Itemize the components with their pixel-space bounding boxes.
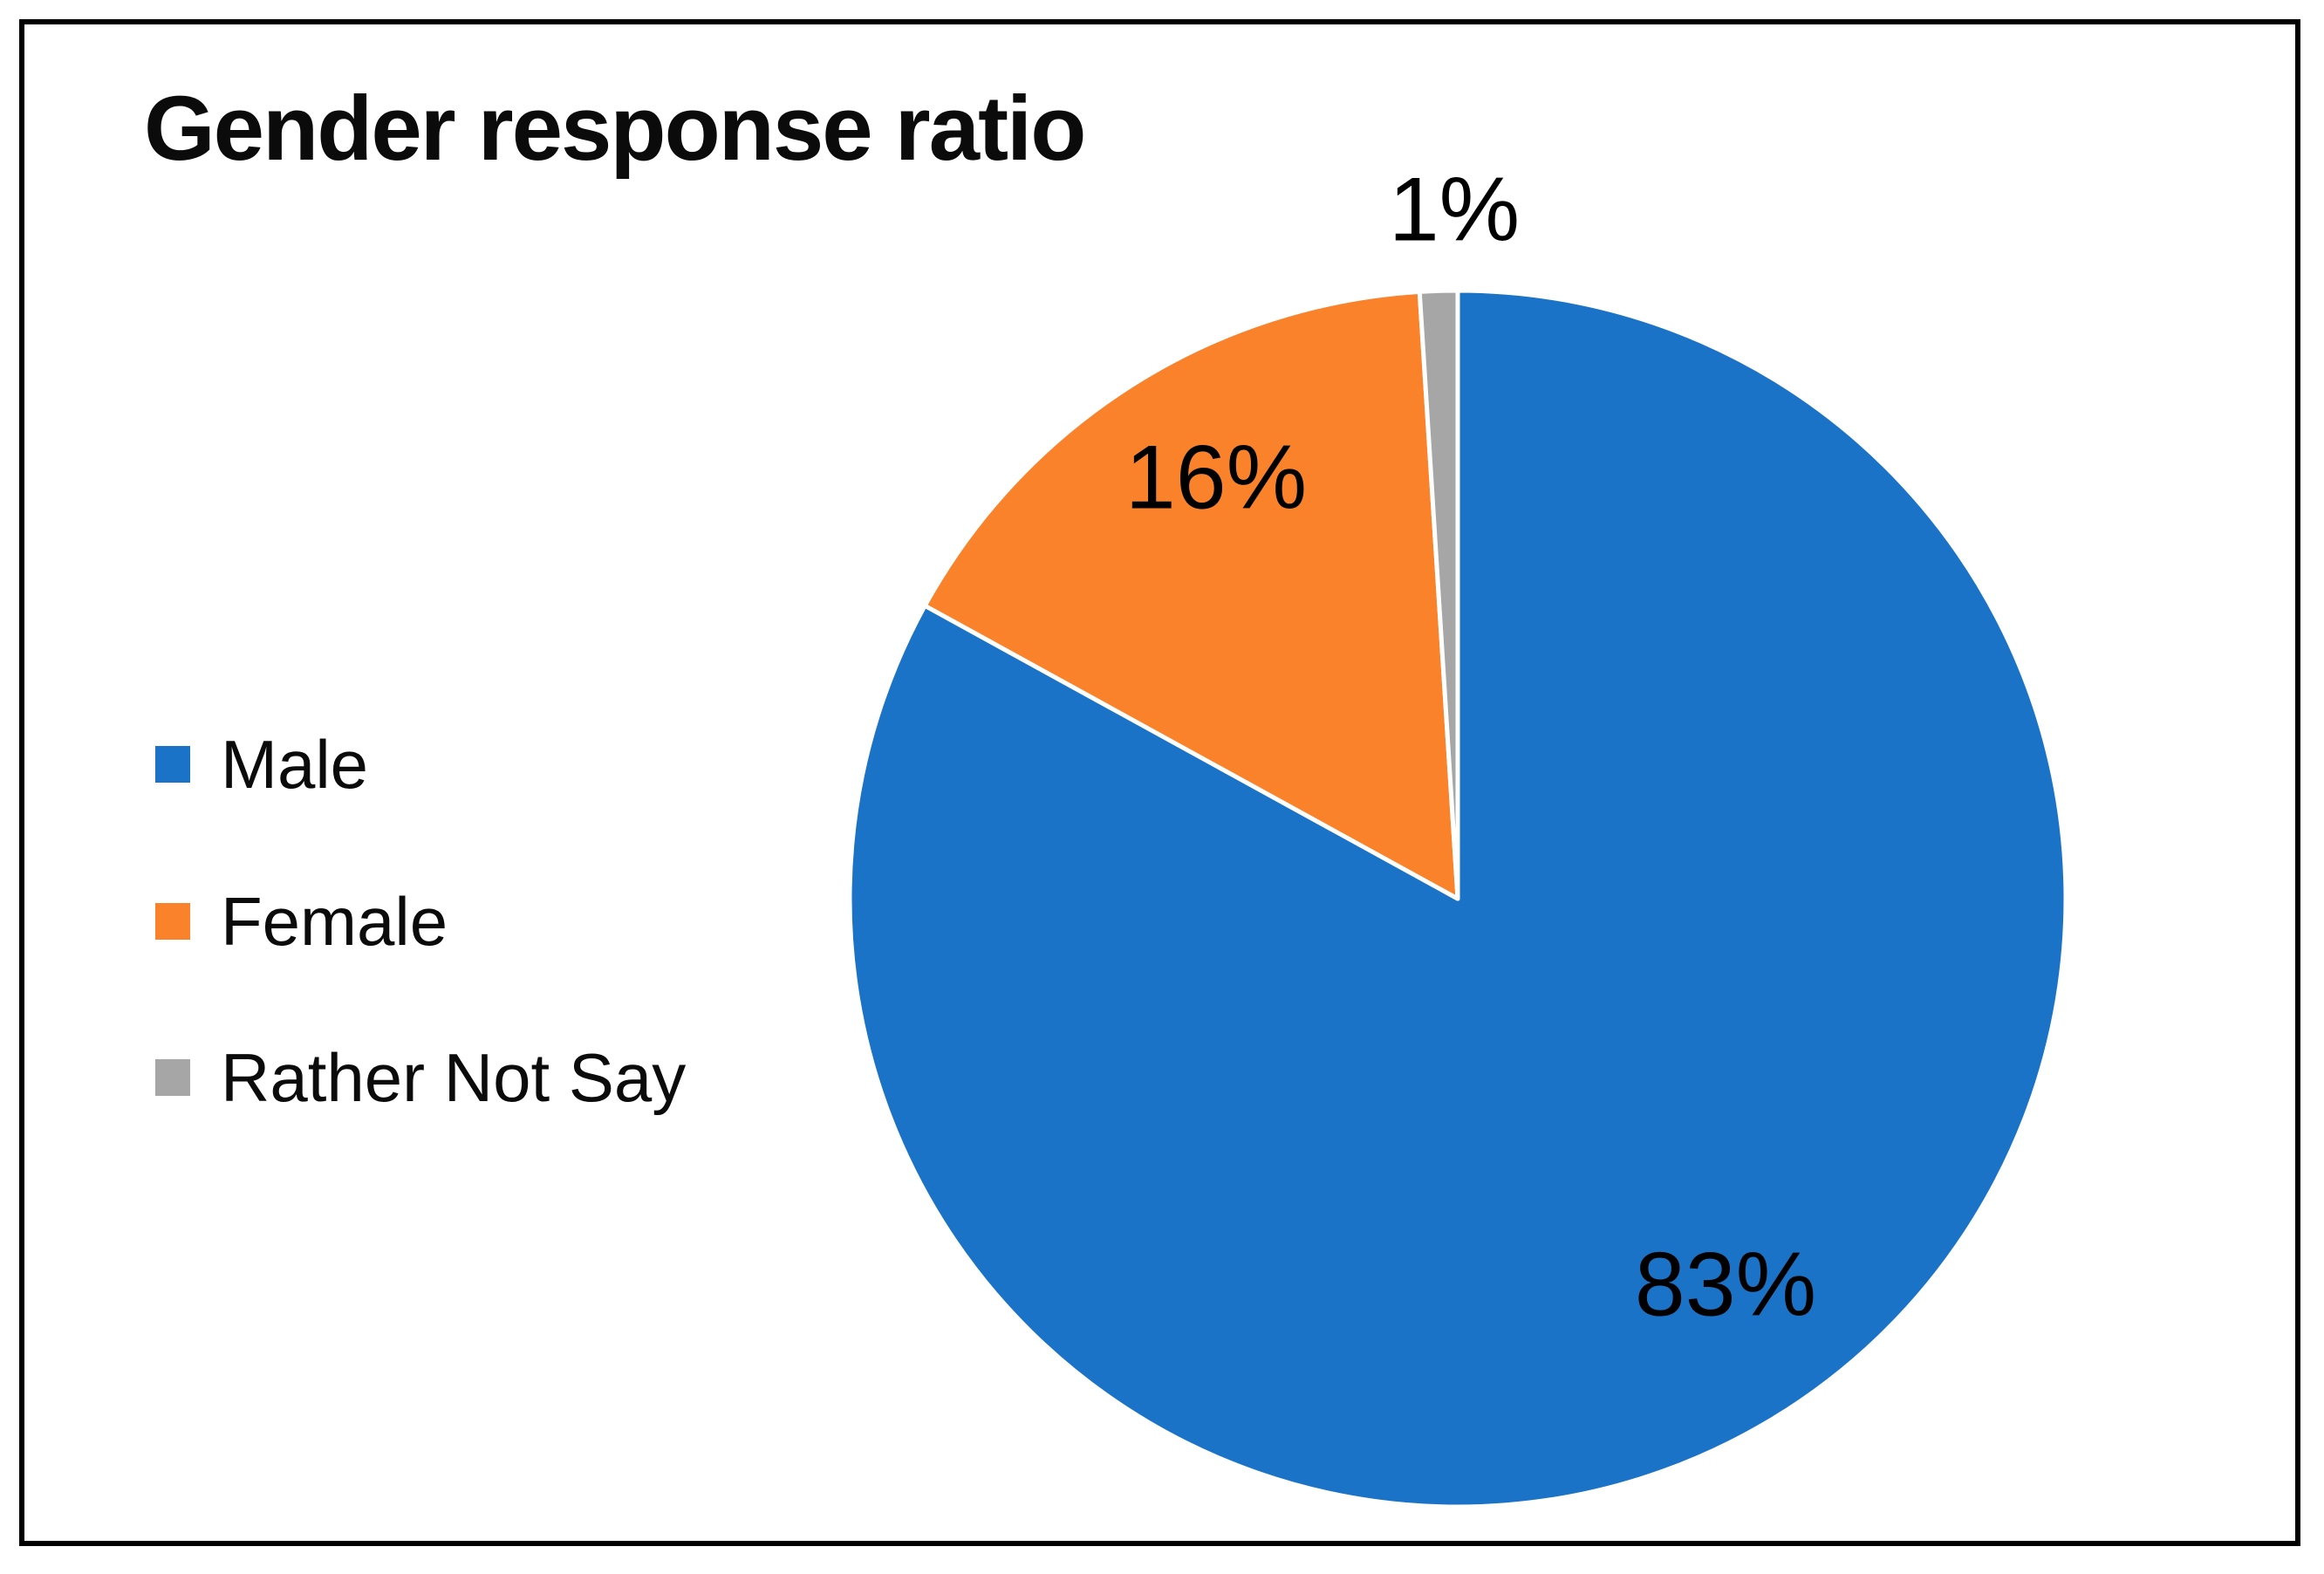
legend-marker-male-icon bbox=[155, 746, 190, 783]
legend-marker-rather-not-say-icon bbox=[155, 1059, 190, 1096]
data-label-male: 83% bbox=[1634, 1234, 1817, 1336]
pie-slice-female[interactable] bbox=[922, 289, 1460, 901]
pie-chart bbox=[847, 288, 2068, 1509]
data-label-female: 16% bbox=[1124, 427, 1308, 529]
data-label-rather-not-say: 1% bbox=[1388, 159, 1521, 261]
legend-item-rather-not-say[interactable]: Rather Not Say bbox=[155, 1043, 686, 1112]
legend-label-rather-not-say: Rather Not Say bbox=[221, 1039, 687, 1116]
legend-label-male: Male bbox=[221, 726, 369, 803]
legend-marker-female-icon bbox=[155, 903, 190, 940]
pie-slice-rather-not-say[interactable] bbox=[1417, 288, 1460, 901]
chart-title: Gender response ratio bbox=[144, 78, 1086, 180]
legend-item-male[interactable]: Male bbox=[155, 729, 368, 799]
legend-item-female[interactable]: Female bbox=[155, 886, 448, 956]
legend-label-female: Female bbox=[221, 883, 448, 960]
